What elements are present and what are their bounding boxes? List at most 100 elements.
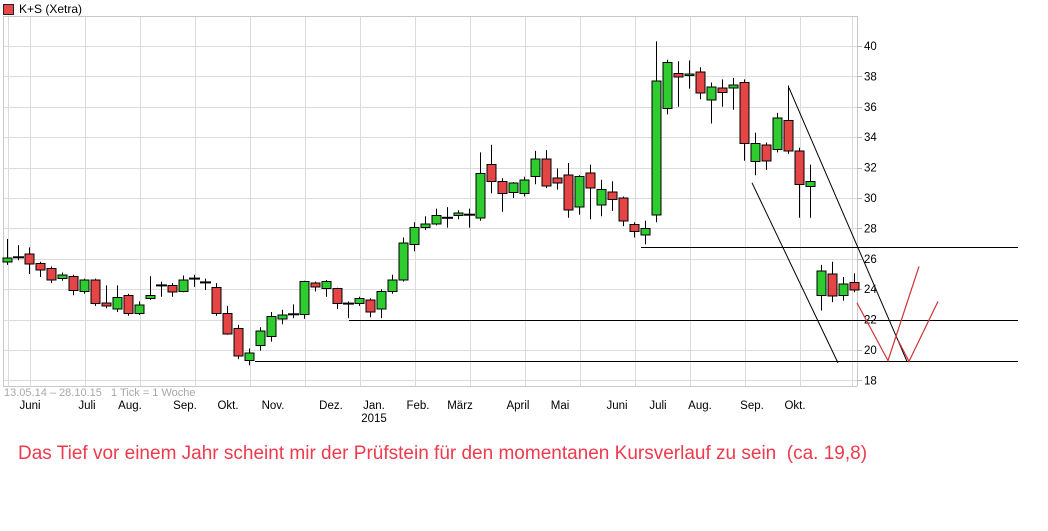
y-axis-label: 32: [864, 163, 877, 175]
candle: [453, 210, 464, 220]
candle: [673, 61, 684, 107]
candle: [684, 60, 695, 89]
candle: [266, 312, 277, 342]
candle: [189, 274, 200, 287]
candle: [365, 298, 376, 318]
candle: [343, 301, 354, 319]
candles-layer: [2, 41, 860, 366]
candle: [541, 150, 552, 189]
x-axis-label: Okt.: [217, 400, 238, 412]
candle: [706, 82, 717, 124]
x-axis-label: Juli: [649, 400, 666, 412]
candle: [497, 178, 508, 212]
candle: [486, 144, 497, 194]
x-axis-year-label: 2015: [361, 413, 387, 425]
candle: [651, 41, 662, 223]
y-axis-label: 34: [864, 132, 877, 144]
candle: [233, 324, 244, 360]
y-axis-label: 28: [864, 223, 877, 235]
candle: [255, 327, 266, 351]
candle: [585, 164, 596, 220]
candle: [277, 309, 288, 325]
candle: [376, 289, 387, 319]
candle: [178, 275, 189, 293]
candle: [123, 293, 134, 316]
candle: [464, 208, 475, 228]
candle: [101, 285, 112, 309]
candle: [431, 208, 442, 226]
candle: [739, 79, 750, 161]
candle: [508, 182, 519, 198]
candle: [222, 305, 233, 335]
projection-zigzag: [856, 266, 920, 363]
candle: [288, 304, 299, 319]
candle: [519, 176, 530, 197]
candle: [2, 239, 13, 265]
candle: [420, 216, 431, 230]
x-axis-label: März: [447, 400, 473, 412]
candle: [442, 207, 453, 228]
y-axis-label: 38: [864, 71, 877, 83]
candle: [530, 150, 541, 185]
period-note: 13.05.14 – 28.10.15 1 Tick = 1 Woche: [4, 387, 196, 399]
x-axis-labels: Juni Juli Aug. Sep. Okt. Nov. Dez. Jan. Feb. März…: [19, 400, 805, 425]
candle: [552, 168, 563, 190]
instrument-title: K+S (Xetra): [19, 2, 83, 16]
candle: [68, 274, 79, 296]
candle: [200, 278, 211, 290]
x-axis-label: April: [506, 400, 529, 412]
candle: [398, 237, 409, 282]
x-axis-label: Juni: [19, 400, 40, 412]
candle: [563, 163, 574, 218]
y-axis-label: 18: [864, 375, 877, 387]
candle: [618, 196, 629, 227]
candle: [299, 280, 310, 319]
x-axis-label: Nov.: [262, 400, 285, 412]
candle: [90, 278, 101, 306]
y-axis-label: 40: [864, 41, 877, 53]
legend-swatch: [3, 3, 14, 15]
candle: [695, 67, 706, 100]
candle: [607, 181, 618, 211]
x-axis-label: Jan.: [363, 400, 385, 412]
candle: [79, 278, 90, 294]
x-axis-label: Juni: [606, 400, 627, 412]
y-axis-label: 24: [864, 284, 877, 296]
candle: [310, 281, 321, 292]
candle: [145, 276, 156, 300]
x-axis-label: Sep.: [740, 400, 764, 412]
candle: [244, 348, 255, 366]
candle: [662, 59, 673, 115]
candle: [354, 296, 365, 306]
x-axis-label: Sep.: [173, 400, 197, 412]
candle: [574, 175, 585, 215]
candle: [13, 245, 24, 261]
candle: [409, 222, 420, 252]
candle: [750, 132, 761, 176]
x-axis-label: Dez.: [319, 400, 343, 412]
legend: K+S (Xetra): [3, 2, 82, 16]
y-axis-label: 26: [864, 254, 877, 266]
projection-lines: [856, 266, 939, 363]
candle: [783, 85, 794, 154]
candle: [46, 266, 57, 284]
support-lines: [255, 247, 1018, 362]
candle: [35, 261, 46, 277]
candle: [24, 247, 35, 274]
candle: [332, 287, 343, 309]
candle: [816, 264, 827, 311]
candle: [211, 283, 222, 316]
x-axis-label: Juli: [78, 400, 95, 412]
candle: [640, 220, 651, 245]
x-axis-label: Aug.: [118, 400, 142, 412]
candle: [134, 301, 145, 315]
x-axis-label: Aug.: [688, 400, 712, 412]
trendlines: [751, 87, 908, 364]
annotation-text: Das Tief vor einem Jahr scheint mir der …: [18, 443, 868, 464]
candle: [387, 274, 398, 294]
candle: [827, 261, 838, 303]
candle: [838, 277, 849, 301]
candle: [728, 77, 739, 110]
